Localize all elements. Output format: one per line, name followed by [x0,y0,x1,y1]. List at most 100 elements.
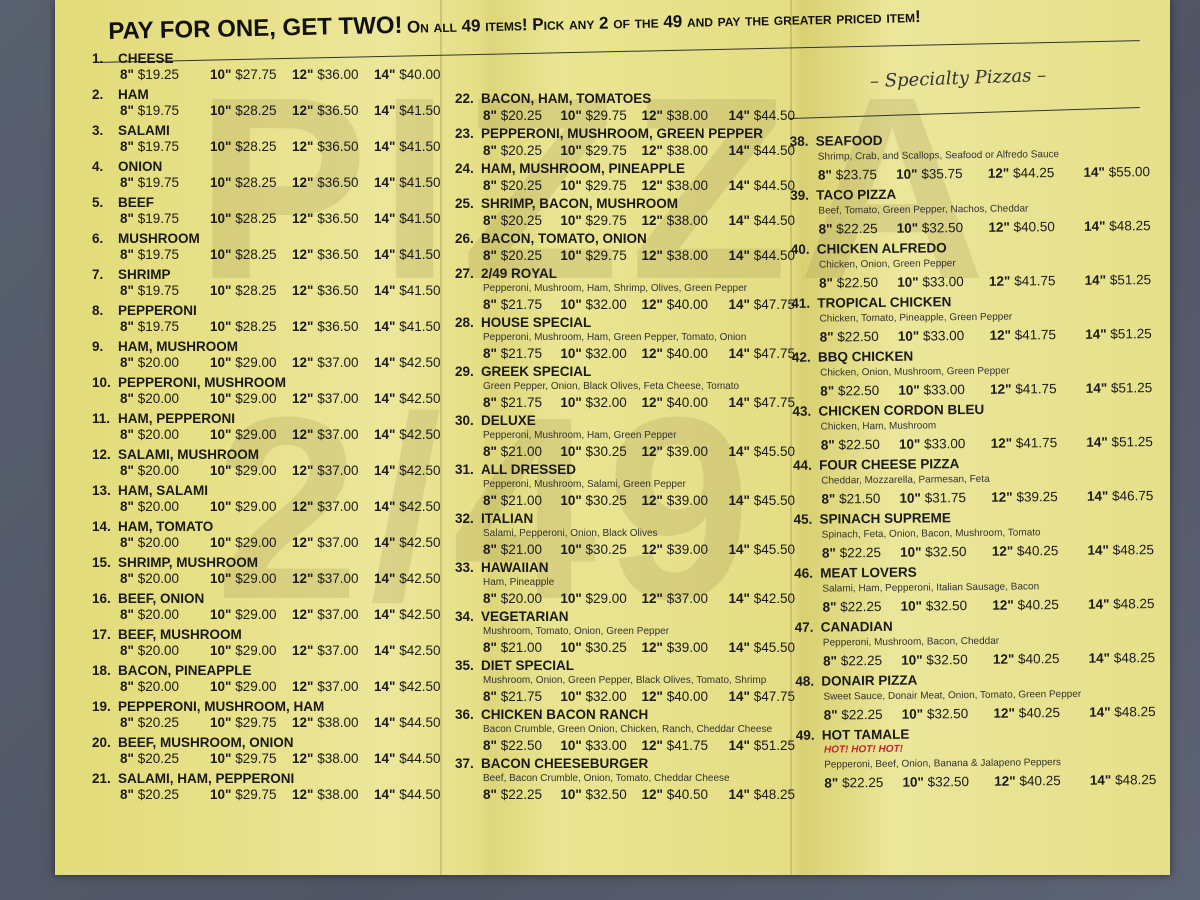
item-title: 18. BACON, PINEAPPLE [92,662,442,679]
item-name: SHRIMP, BACON, MUSHROOM [481,196,679,211]
price-value: $32.50 [925,544,967,560]
price-0: 8" $21.00 [483,541,560,559]
price-value: $22.25 [841,774,884,791]
price-value: $40.50 [1013,219,1055,235]
price-value: $20.00 [137,535,179,550]
size-label: 10" [560,591,582,606]
price-3: 14" $41.50 [374,211,440,226]
price-3: 14" $42.50 [374,427,440,442]
size-label: 14" [1085,326,1107,342]
price-value: $33.00 [923,382,965,398]
size-label: 8" [820,383,835,399]
price-3: 14" $42.50 [374,643,440,658]
price-1: 10" $33.00 [897,271,989,293]
size-label: 12" [641,395,663,410]
price-2: 12" $40.00 [642,296,729,314]
item-name: HAM, MUSHROOM, PINEAPPLE [481,161,686,176]
price-value: $33.00 [585,738,627,753]
item-number: 1. [92,51,104,66]
price-0: 8" $20.00 [120,499,210,514]
item-title: 19. PEPPERONI, MUSHROOM, HAM [92,698,442,715]
price-value: $44.50 [753,143,795,158]
size-label: 14" [728,493,750,508]
item-name: MUSHROOM [118,231,200,246]
price-1: 10" $35.75 [896,163,988,185]
size-label: 14" [374,391,396,406]
price-1: 10" $29.75 [210,787,292,802]
price-2: 12" $38.00 [292,715,374,730]
size-label: 8" [120,139,134,154]
price-value: $46.75 [1111,488,1154,504]
item-name: TROPICAL CHICKEN [817,294,952,311]
item-name: CHICKEN CORDON BLEU [818,401,985,419]
price-0: 8" $20.25 [483,142,560,160]
price-value: $39.00 [666,542,708,557]
price-row: 8" $20.25 10" $29.75 12" $38.00 14" $44.50 [92,751,442,766]
size-label: 14" [1088,650,1111,666]
item-name: PEPPERONI [118,303,197,318]
menu-item: 13. HAM, SALAMI 8" $20.00 10" $29.00 12" $37… [92,482,442,518]
price-2: 12" $36.50 [292,247,374,262]
price-value: $29.00 [235,391,277,406]
item-number: 30. [455,413,474,428]
price-row: 8" $19.75 10" $28.25 12" $36.50 14" $41.50 [92,175,442,190]
item-name: GREEK SPECIAL [481,364,592,379]
price-row: 8" $20.00 10" $29.00 12" $37.00 14" $42.50 [92,679,442,694]
price-1: 10" $28.25 [210,175,292,190]
item-number: 9. [92,339,104,354]
price-value: $42.50 [399,463,441,478]
size-label: 8" [818,221,833,237]
price-row: 8" $21.75 10" $32.00 12" $40.00 14" $47.75 [455,345,795,363]
price-value: $44.50 [399,787,441,802]
size-label: 8" [483,143,497,158]
price-value: $41.75 [1014,327,1057,343]
size-label: 12" [641,787,663,802]
size-label: 10" [210,319,232,334]
price-0: 8" $20.25 [483,212,560,230]
price-value: $48.25 [1114,704,1156,720]
size-label: 14" [1084,272,1107,288]
size-label: 12" [292,67,314,82]
size-label: 14" [374,139,396,154]
size-label: 10" [560,108,582,123]
price-2: 12" $39.00 [642,541,729,559]
price-3: 14" $51.25 [729,737,795,755]
price-value: $36.50 [317,283,359,298]
price-1: 10" $32.00 [560,394,641,412]
price-0: 8" $20.00 [120,571,210,586]
item-title: 17. BEEF, MUSHROOM [92,626,442,643]
price-2: 12" $38.00 [642,212,729,230]
item-number: 20. [92,735,111,750]
item-number: 46. [794,565,814,581]
size-label: 14" [374,499,396,514]
price-0: 8" $21.00 [483,639,560,657]
price-value: $22.50 [837,382,880,399]
price-2: 12" $37.00 [292,679,374,694]
price-value: $20.00 [137,355,179,370]
price-2: 12" $37.00 [642,590,729,608]
price-value: $20.00 [137,391,179,406]
price-2: 12" $41.75 [991,432,1087,454]
size-label: 10" [898,382,920,398]
price-value: $29.75 [585,213,627,228]
size-label: 10" [560,444,582,459]
item-name: HOUSE SPECIAL [481,315,592,330]
price-value: $29.00 [235,571,277,586]
price-row: 8" $19.75 10" $28.25 12" $36.50 14" $41.50 [92,103,442,118]
item-name: VEGETARIAN [481,609,569,624]
item-name: SALAMI [118,123,170,138]
menu-item: 19. PEPPERONI, MUSHROOM, HAM 8" $20.25 10" … [92,698,442,734]
price-value: $51.25 [753,738,795,753]
price-row: 8" $19.75 10" $28.25 12" $36.50 14" $41.50 [92,211,442,226]
price-0: 8" $22.25 [823,650,901,672]
price-value: $20.00 [137,607,179,622]
price-3: 14" $41.50 [374,139,440,154]
price-value: $21.50 [838,490,881,507]
price-0: 8" $21.75 [483,296,560,314]
item-number: 24. [455,161,474,176]
menu-item: 43. CHICKEN CORDON BLEU Chicken, Ham, Mush… [792,398,1153,456]
size-label: 12" [641,591,663,606]
item-number: 19. [92,699,111,714]
price-value: $44.50 [753,248,795,263]
price-row: 8" $19.75 10" $28.25 12" $36.50 14" $41.50 [92,283,442,298]
